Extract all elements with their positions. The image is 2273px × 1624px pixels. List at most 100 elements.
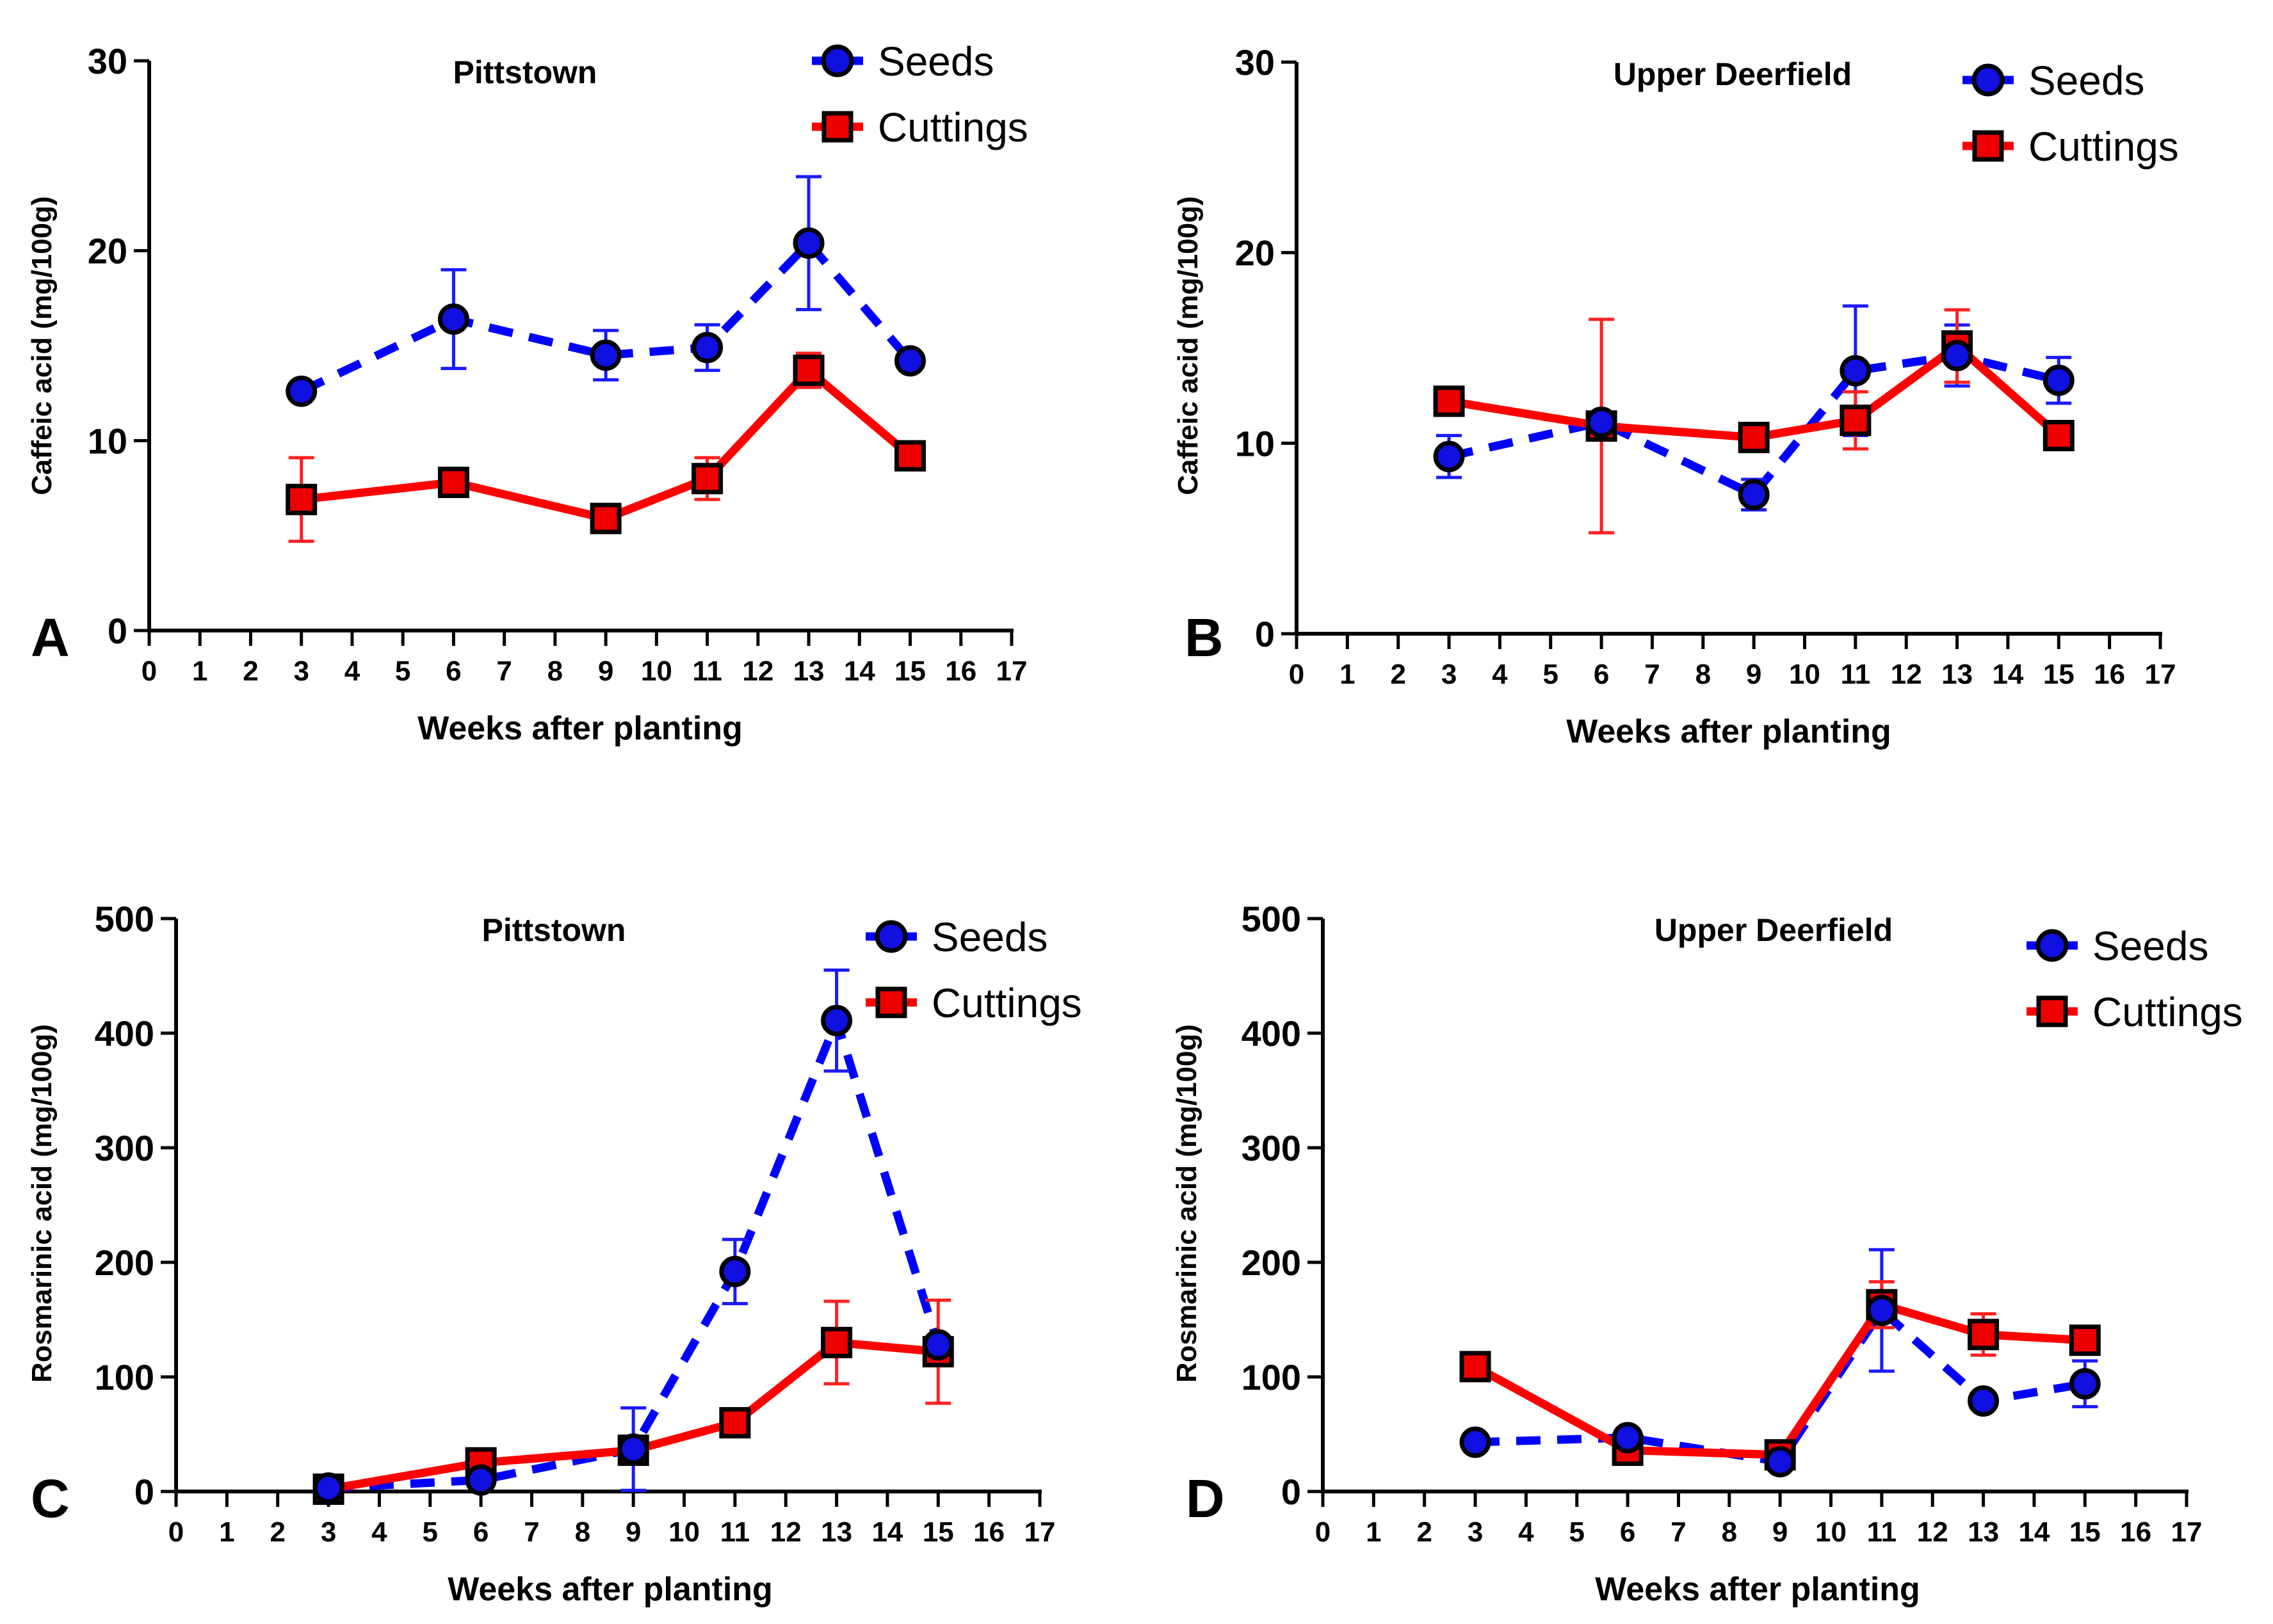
cuttings-line	[300, 366, 913, 523]
x-tick-label: 3	[1468, 1516, 1483, 1548]
y-axis-title: Caffeic acid (mg/100g)	[26, 196, 58, 495]
cuttings-point	[437, 467, 469, 499]
panel-letter: B	[1185, 607, 1224, 668]
legend-cuttings-marker	[875, 986, 907, 1018]
x-tick-label: 12	[1917, 1516, 1948, 1548]
seeds-point	[1459, 1426, 1491, 1458]
x-tick-label: 4	[1492, 659, 1508, 690]
seeds-point	[922, 1329, 954, 1361]
x-tick-label: 6	[1620, 1516, 1635, 1548]
x-tick-label: 8	[547, 655, 563, 687]
y-tick-label: 300	[95, 1128, 154, 1168]
x-tick-label: 15	[2043, 659, 2075, 690]
panel-title: Upper Deerfield	[1654, 912, 1893, 948]
legend-cuttings-marker	[1972, 130, 2004, 162]
x-axis-title: Weeks after planting	[1566, 713, 1891, 750]
legend-cuttings-label: Cuttings	[932, 980, 1082, 1026]
seeds-point	[1764, 1445, 1796, 1477]
x-tick-label: 9	[1746, 659, 1761, 690]
x-tick-label: 9	[626, 1516, 641, 1548]
x-tick-label: 9	[1772, 1516, 1788, 1548]
y-axis-title: Rosmarinic acid (mg/100g)	[26, 1024, 58, 1383]
x-tick-label: 15	[923, 1516, 954, 1548]
y-tick-label: 0	[134, 1472, 154, 1512]
seeds-point	[1840, 355, 1872, 387]
legend-seeds-marker	[1971, 63, 2005, 97]
x-tick-label: 10	[641, 655, 672, 687]
seeds-point	[590, 339, 622, 371]
x-axis-title: Weeks after planting	[1595, 1571, 1920, 1608]
legend: Seeds Cuttings	[2026, 923, 2243, 1035]
legend-cuttings-marker	[821, 111, 853, 143]
seeds-point	[2042, 364, 2075, 396]
y-tick-label: 400	[1242, 1013, 1301, 1054]
seeds-point	[437, 303, 469, 335]
panel-letter: D	[1186, 1468, 1225, 1529]
x-tick-label: 5	[1543, 659, 1558, 690]
x-tick-label: 17	[2145, 659, 2176, 690]
x-tick-label: 1	[192, 655, 207, 687]
y-tick-label: 10	[1235, 423, 1275, 463]
seeds-point	[894, 345, 926, 377]
x-tick-label: 16	[2094, 659, 2125, 690]
y-tick-label: 20	[1235, 233, 1275, 273]
seeds-point	[692, 332, 724, 364]
x-tick-label: 2	[1416, 1516, 1432, 1548]
x-tick-label: 12	[742, 655, 773, 687]
y-tick-label: 30	[1235, 42, 1275, 83]
x-tick-label: 9	[598, 655, 613, 687]
y-tick-label: 500	[1242, 899, 1301, 939]
x-tick-label: 17	[996, 655, 1028, 687]
x-tick-label: 4	[344, 655, 360, 687]
y-axis-title: Caffeic acid (mg/100g)	[1172, 196, 1204, 495]
panel-title: Pittstown	[453, 54, 597, 90]
cuttings-point	[2069, 1324, 2101, 1356]
x-tick-label: 14	[871, 1516, 903, 1548]
x-tick-label: 3	[293, 655, 309, 687]
x-tick-label: 11	[692, 655, 722, 687]
x-tick-label: 8	[575, 1516, 590, 1548]
y-tick-label: 30	[88, 41, 127, 81]
y-tick-label: 200	[1242, 1242, 1301, 1283]
seeds-point	[1433, 440, 1465, 472]
x-tick-label: 2	[243, 655, 258, 687]
seeds-point	[1585, 406, 1617, 438]
y-tick-label: 20	[88, 231, 127, 271]
y-tick-label: 200	[95, 1242, 154, 1283]
x-tick-label: 3	[321, 1516, 336, 1548]
legend: Seeds Cuttings	[866, 914, 1082, 1026]
x-tick-label: 1	[1339, 659, 1355, 690]
seeds-point	[1866, 1294, 1898, 1326]
x-tick-label: 11	[720, 1516, 750, 1548]
x-axis-title: Weeks after planting	[448, 1571, 773, 1608]
y-tick-label: 0	[108, 611, 127, 651]
x-tick-label: 5	[395, 655, 410, 687]
legend-seeds-label: Seeds	[932, 914, 1048, 960]
cuttings-point	[1738, 421, 1770, 453]
seeds-point	[719, 1255, 751, 1287]
x-tick-label: 0	[1315, 1516, 1331, 1548]
x-tick-label: 0	[1289, 659, 1304, 690]
legend-seeds-marker	[875, 920, 908, 953]
seeds-point	[793, 227, 825, 259]
seeds-line	[1448, 351, 2060, 499]
cuttings-point	[692, 463, 724, 495]
cuttings-point	[821, 1326, 853, 1358]
cuttings-point	[793, 355, 825, 387]
cuttings-point	[590, 502, 622, 535]
legend-seeds-label: Seeds	[878, 38, 994, 84]
legend-cuttings-label: Cuttings	[878, 104, 1028, 150]
legend: Seeds Cuttings	[1962, 58, 2179, 170]
x-tick-label: 16	[973, 1516, 1005, 1548]
x-tick-label: 13	[821, 1516, 852, 1548]
x-tick-label: 8	[1695, 659, 1711, 690]
x-tick-label: 7	[524, 1516, 539, 1548]
y-tick-label: 0	[1281, 1472, 1301, 1512]
panel-c: 0 1 2 3 4 5 6 7 8 9 10 11 12 13 14 15 16 1701002003004005…	[26, 899, 1082, 1608]
x-tick-label: 7	[496, 655, 512, 687]
x-tick-label: 4	[371, 1516, 387, 1548]
x-tick-label: 14	[844, 655, 875, 687]
x-tick-label: 7	[1670, 1516, 1686, 1548]
